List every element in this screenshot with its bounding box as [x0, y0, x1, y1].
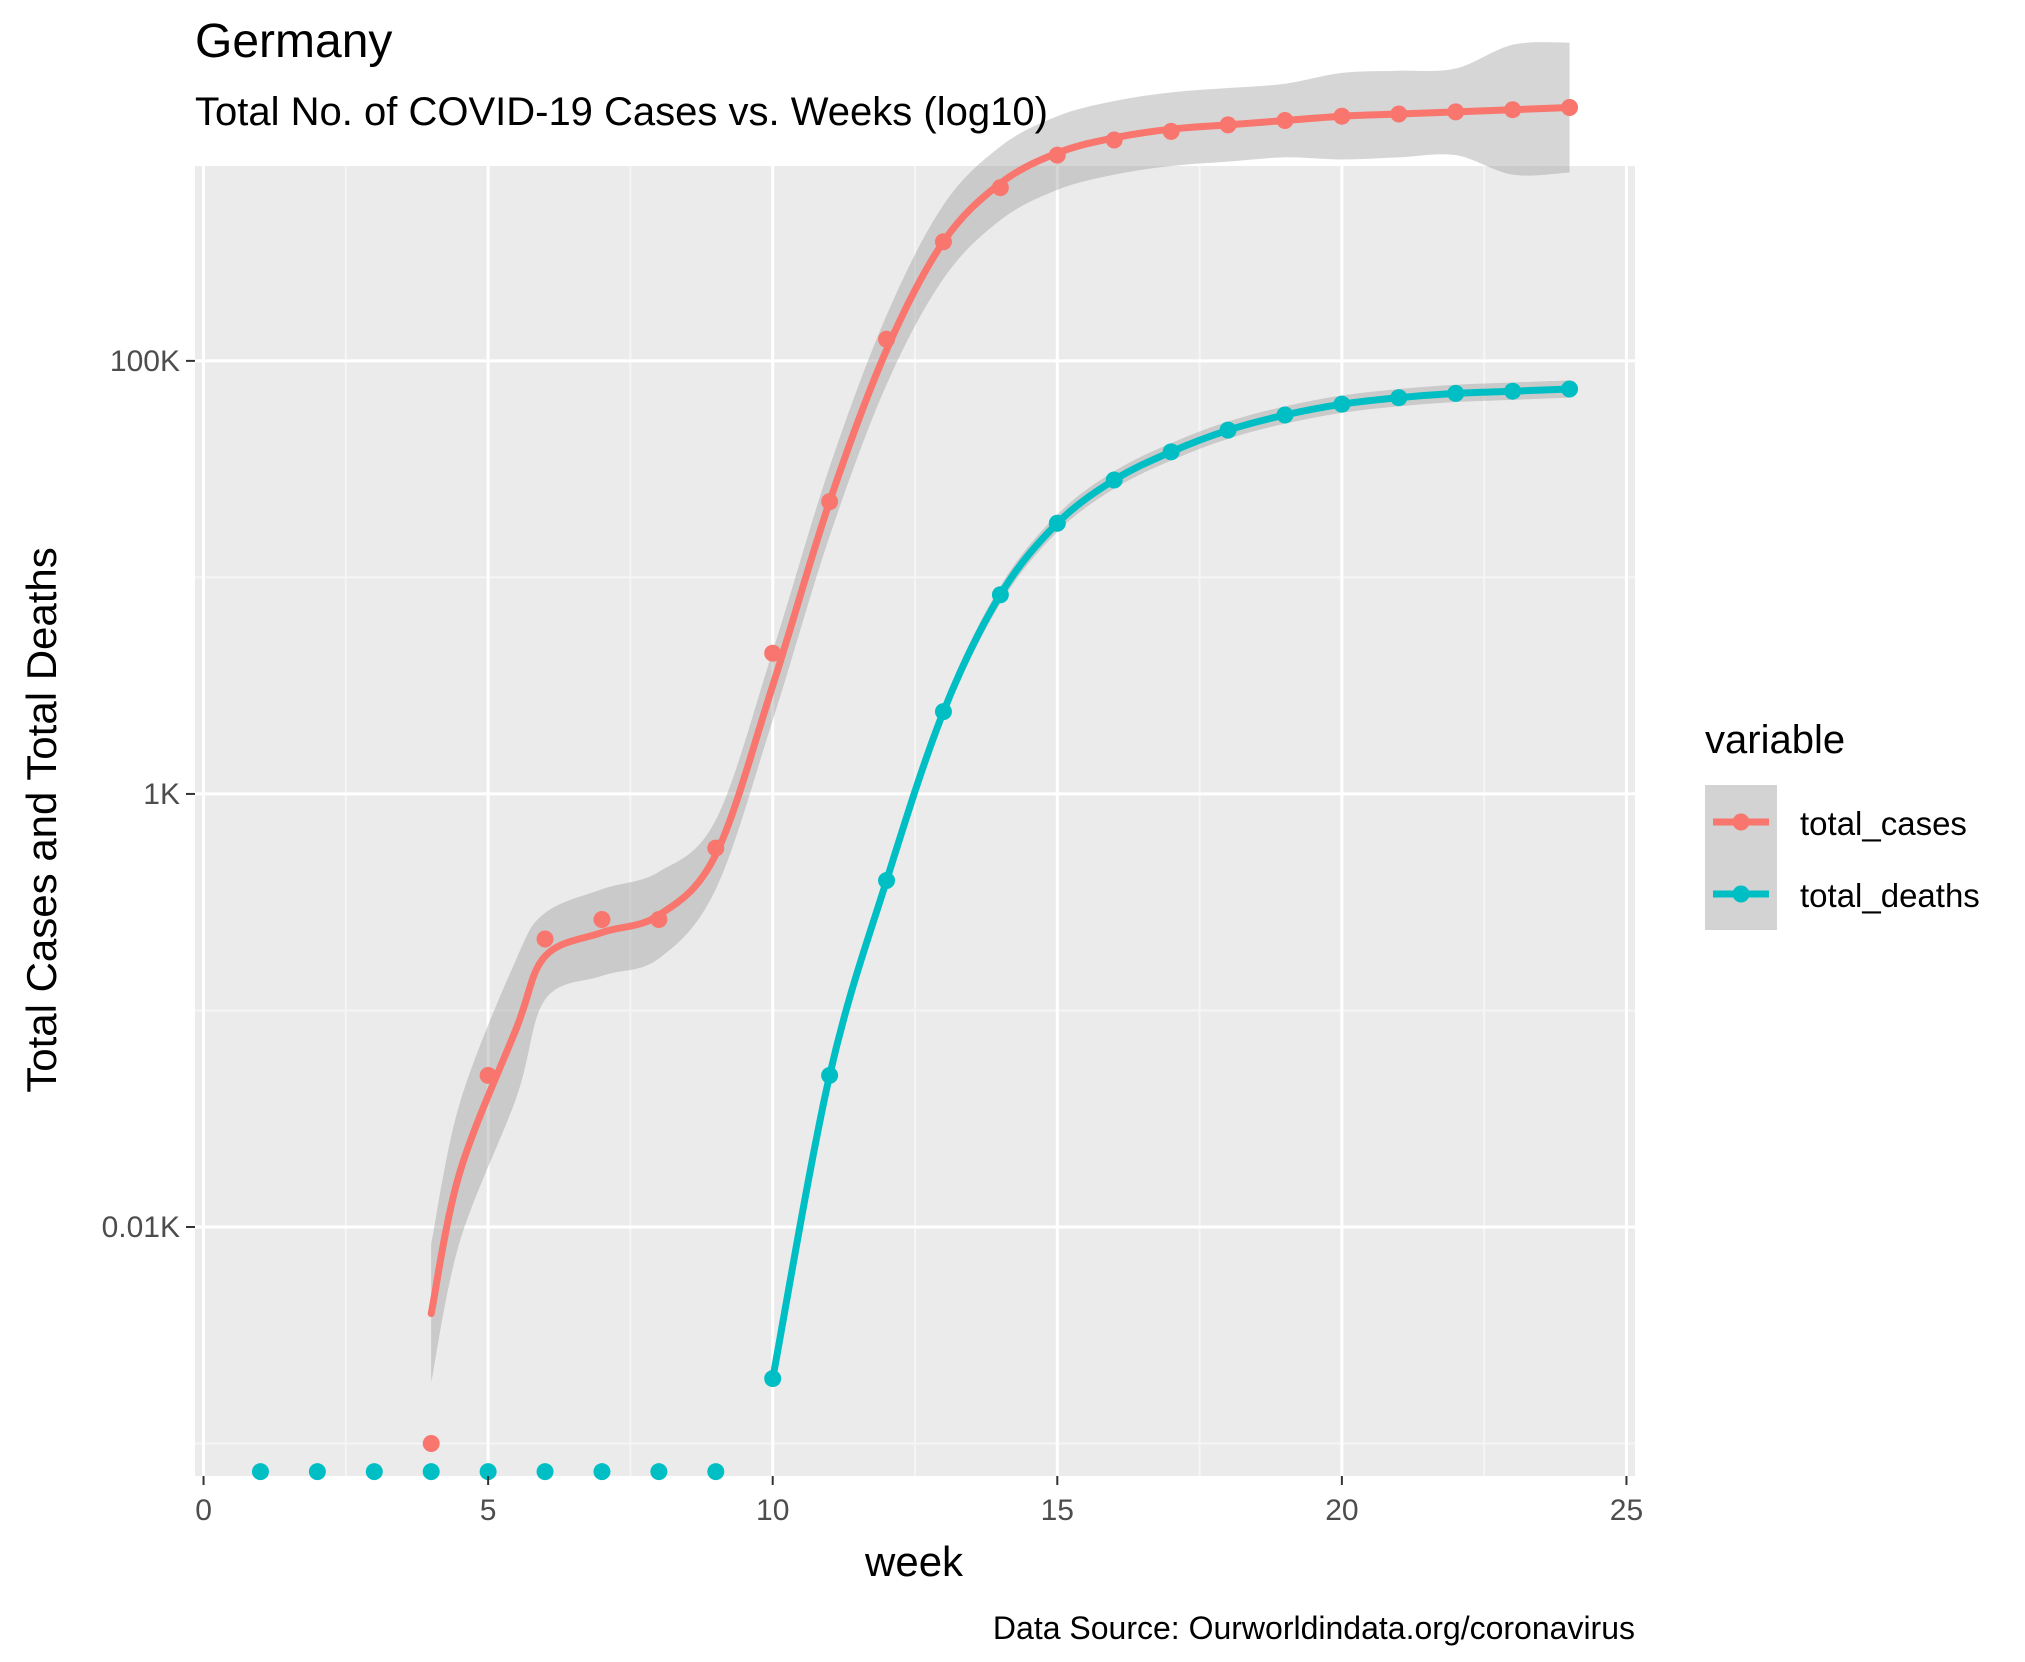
y-axis: 0.01K 1K 100K	[102, 345, 195, 1244]
total-cases-point	[707, 840, 724, 857]
total-cases-point	[1049, 147, 1066, 164]
legend-label-total-cases: total_cases	[1800, 805, 1967, 843]
total-cases-point	[1276, 112, 1293, 129]
total-cases-point	[650, 911, 667, 928]
total-deaths-point	[1561, 381, 1578, 398]
total-deaths-point	[707, 1463, 724, 1480]
total-deaths-point	[366, 1463, 383, 1480]
data-source-caption: Data Source: Ourworldindata.org/coronavi…	[993, 1610, 1635, 1647]
y-tick-label: 1K	[143, 778, 180, 811]
y-axis-label: Total Cases and Total Deaths	[18, 547, 66, 1093]
legend-key-point-total-deaths	[1733, 886, 1750, 903]
total-deaths-point	[423, 1463, 440, 1480]
total-deaths-point	[764, 1370, 781, 1387]
x-tick-label: 0	[195, 1494, 212, 1527]
total-cases-point	[1333, 108, 1350, 125]
total-deaths-point	[1333, 396, 1350, 413]
total-deaths-point	[1220, 422, 1237, 439]
total-deaths-point	[1106, 471, 1123, 488]
total-cases-point	[935, 233, 952, 250]
total-cases-point	[1504, 101, 1521, 118]
total-cases-point	[1106, 132, 1123, 149]
x-tick-label: 15	[1041, 1494, 1074, 1527]
total-deaths-point	[935, 703, 952, 720]
total-deaths-point	[1390, 389, 1407, 406]
legend-label-total-deaths: total_deaths	[1800, 877, 1980, 915]
legend-title: variable	[1705, 718, 1845, 763]
total-deaths-point	[1447, 385, 1464, 402]
total-deaths-point	[593, 1463, 610, 1480]
total-deaths-point	[878, 872, 895, 889]
total-cases-point	[1163, 123, 1180, 140]
total-cases-point	[1447, 103, 1464, 120]
total-deaths-point	[1163, 443, 1180, 460]
total-cases-point	[537, 931, 554, 948]
total-cases-point	[821, 493, 838, 510]
total-deaths-point	[537, 1463, 554, 1480]
total-cases-point	[480, 1067, 497, 1084]
total-deaths-point	[252, 1463, 269, 1480]
legend-key-bg	[1705, 785, 1777, 930]
legend-key-point-total-cases	[1733, 814, 1750, 831]
total-deaths-point	[1049, 515, 1066, 532]
x-axis-label: week	[865, 1538, 963, 1586]
x-tick-label: 20	[1325, 1494, 1358, 1527]
total-deaths-point	[650, 1463, 667, 1480]
x-tick-label: 5	[480, 1494, 497, 1527]
legend	[1705, 785, 1777, 930]
total-deaths-point	[309, 1463, 326, 1480]
y-tick-label: 0.01K	[102, 1211, 180, 1244]
total-cases-point	[878, 331, 895, 348]
y-tick-label: 100K	[110, 345, 180, 378]
total-cases-point	[1561, 99, 1578, 116]
chart-subtitle: Total No. of COVID-19 Cases vs. Weeks (l…	[195, 90, 1048, 135]
total-deaths-point	[821, 1067, 838, 1084]
total-cases-point	[992, 179, 1009, 196]
total-deaths-point	[1504, 383, 1521, 400]
total-deaths-point	[1276, 407, 1293, 424]
total-cases-point	[423, 1435, 440, 1452]
total-cases-point	[593, 911, 610, 928]
total-deaths-point	[992, 586, 1009, 603]
x-axis: 0 5 10 15 20 25	[195, 1476, 1643, 1527]
total-cases-point	[1390, 106, 1407, 123]
total-cases-point	[764, 645, 781, 662]
total-cases-point	[1220, 116, 1237, 133]
x-tick-label: 10	[756, 1494, 789, 1527]
x-tick-label: 25	[1610, 1494, 1643, 1527]
chart-title: Germany	[195, 14, 392, 69]
